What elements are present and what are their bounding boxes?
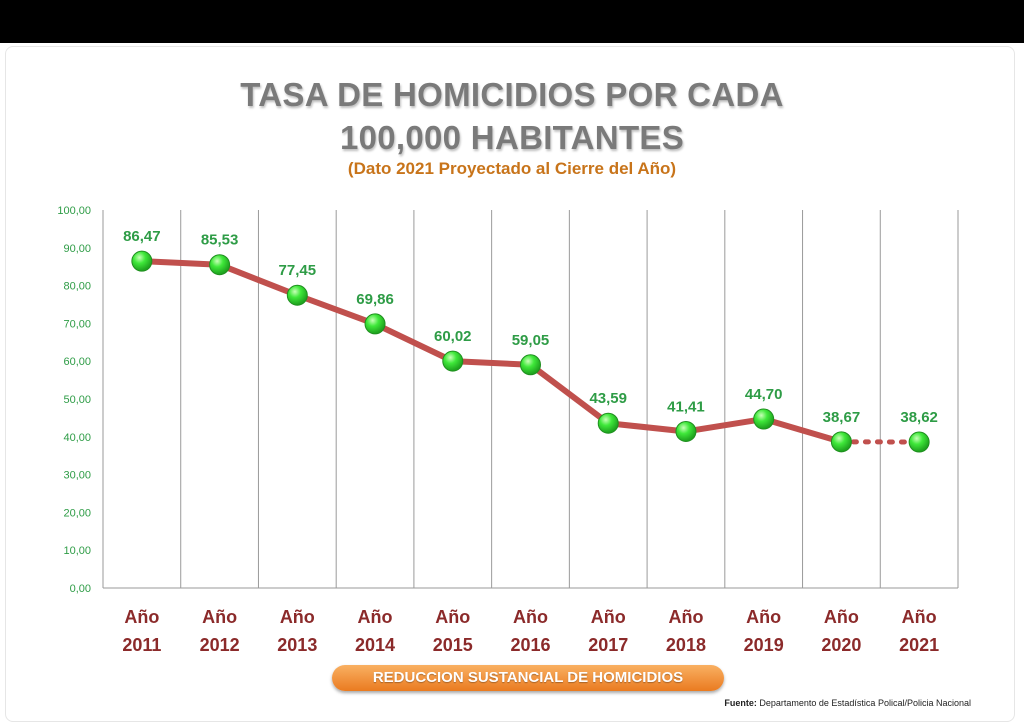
data-point [675, 420, 697, 442]
x-tick-label-line2: 2016 [510, 635, 550, 655]
data-label: 44,70 [745, 386, 783, 403]
x-tick-label-line1: Año [202, 607, 237, 627]
data-point [753, 408, 775, 430]
source-text: Departamento de Estadística Polical/Poli… [759, 698, 971, 708]
data-point [830, 431, 852, 453]
source-note: Fuente: Departamento de Estadística Poli… [724, 698, 971, 708]
y-tick-label: 90,00 [63, 243, 91, 255]
data-point [131, 250, 153, 272]
data-label: 60,02 [434, 328, 472, 345]
data-point [597, 412, 619, 434]
x-tick-label-line2: 2015 [433, 635, 473, 655]
x-tick-label-line1: Año [358, 607, 393, 627]
x-tick-label-line1: Año [746, 607, 781, 627]
x-tick-label-line1: Año [591, 607, 626, 627]
data-label: 86,47 [123, 228, 161, 245]
y-tick-label: 0,00 [70, 583, 91, 595]
data-point [520, 354, 541, 376]
chart-title-line1: TASA DE HOMICIDIOS POR CADA [240, 76, 784, 113]
data-label: 43,59 [589, 390, 627, 407]
data-label: 85,53 [201, 232, 239, 249]
x-tick-label-line1: Año [902, 607, 937, 627]
y-tick-label: 70,00 [63, 318, 91, 330]
data-point [209, 254, 231, 276]
x-tick-label-line1: Año [435, 607, 470, 627]
data-label: 38,62 [900, 409, 938, 426]
y-tick-label: 30,00 [63, 470, 91, 482]
x-tick-label-line2: 2014 [355, 635, 395, 655]
data-label: 41,41 [667, 398, 705, 415]
data-label: 77,45 [279, 262, 317, 279]
data-label: 69,86 [356, 291, 394, 308]
data-point [442, 350, 464, 372]
x-tick-label-line2: 2012 [200, 635, 240, 655]
x-tick-label-line2: 2019 [744, 635, 784, 655]
x-tick-label-line2: 2011 [122, 635, 161, 655]
y-tick-label: 20,00 [63, 507, 91, 519]
line-chart: 0,00 10,00 20,00 30,00 40,00 50,00 60,00 70,00 8… [57, 205, 959, 655]
data-point [364, 313, 386, 335]
y-tick-label: 80,00 [63, 281, 91, 293]
x-tick-label-line1: Año [824, 607, 859, 627]
x-tick-label-line2: 2013 [277, 635, 317, 655]
data-point [908, 431, 930, 453]
x-tick-label-line1: Año [124, 607, 159, 627]
source-prefix: Fuente: [724, 698, 757, 708]
x-tick-label-line1: Año [280, 607, 315, 627]
y-tick-label: 10,00 [63, 545, 91, 557]
slide: TASA DE HOMICIDIOS POR CADA 100,000 HABI… [0, 43, 1024, 722]
chart-subtitle: (Dato 2021 Proyectado al Cierre del Año) [347, 159, 677, 178]
x-tick-label-line2: 2021 [899, 635, 939, 655]
y-tick-label: 100,00 [57, 205, 91, 217]
x-tick-label-line2: 2017 [588, 635, 628, 655]
y-tick-label: 40,00 [63, 432, 91, 444]
x-tick-label-line1: Año [668, 607, 703, 627]
y-tick-label: 60,00 [63, 356, 91, 368]
reduction-banner: REDUCCION SUSTANCIAL DE HOMICIDIOS [332, 665, 724, 691]
data-label: 38,67 [823, 409, 861, 426]
x-tick-label-line2: 2018 [666, 635, 706, 655]
chart-title-line2: 100,000 HABITANTES [339, 119, 685, 156]
data-label: 59,05 [512, 332, 550, 349]
x-tick-label-line2: 2020 [821, 635, 861, 655]
y-tick-label: 50,00 [63, 394, 91, 406]
data-point [286, 284, 308, 306]
x-tick-label-line1: Año [513, 607, 548, 627]
series-line [138, 258, 845, 445]
